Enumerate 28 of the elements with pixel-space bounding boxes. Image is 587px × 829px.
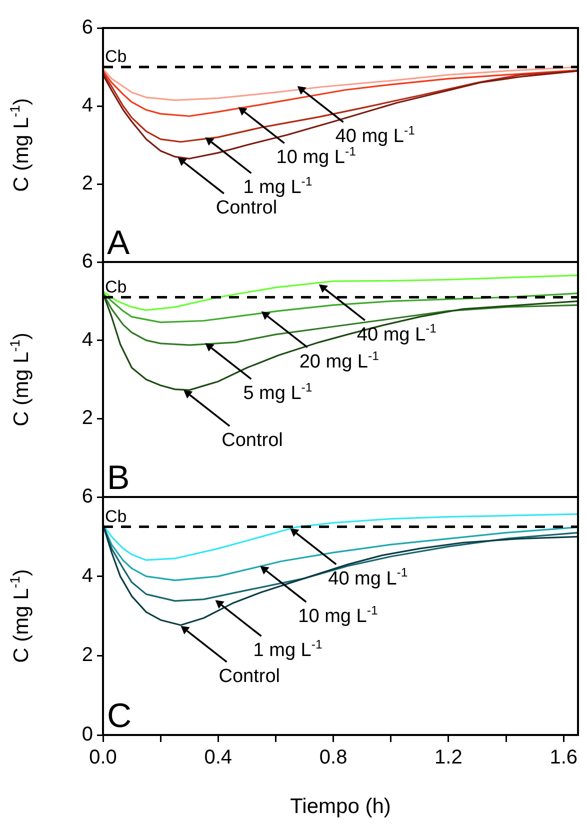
x-tick-label: 1.6 (550, 746, 578, 769)
ref-line-label: Cb (105, 47, 127, 66)
x-tick-label: 0.4 (204, 746, 232, 769)
y-tick-label: 4 (82, 94, 93, 117)
annotation: A (107, 224, 130, 262)
y-tick-label: 4 (82, 564, 93, 587)
ref-line-label: Cb (105, 277, 127, 296)
y-axis-title: C (mg L-1) (8, 332, 33, 426)
y-axis-title: C (mg L-1) (8, 98, 33, 192)
y-tick-label: 6 (82, 16, 93, 39)
x-tick-label: 0.8 (319, 746, 348, 769)
annotation: B (107, 459, 130, 497)
x-axis-title: Tiempo (h) (290, 795, 391, 818)
y-tick-label: 6 (82, 486, 93, 508)
y-tick-label: 2 (82, 172, 93, 195)
y-tick-label: 2 (82, 407, 93, 430)
annotation: Control (222, 430, 283, 452)
annotation: Control (216, 197, 278, 218)
x-tick-label: 1.2 (434, 746, 462, 769)
ref-line-label: Cb (105, 506, 127, 526)
y-tick-label: 0 (82, 724, 93, 746)
annotation: C (107, 697, 132, 735)
y-tick-label: 2 (82, 644, 93, 666)
y-tick-label: 4 (82, 328, 93, 351)
y-axis-title: C (mg L-1) (8, 569, 33, 663)
x-tick-label: 0.0 (89, 746, 117, 769)
annotation: Control (218, 666, 280, 687)
y-tick-label: 6 (82, 250, 93, 273)
